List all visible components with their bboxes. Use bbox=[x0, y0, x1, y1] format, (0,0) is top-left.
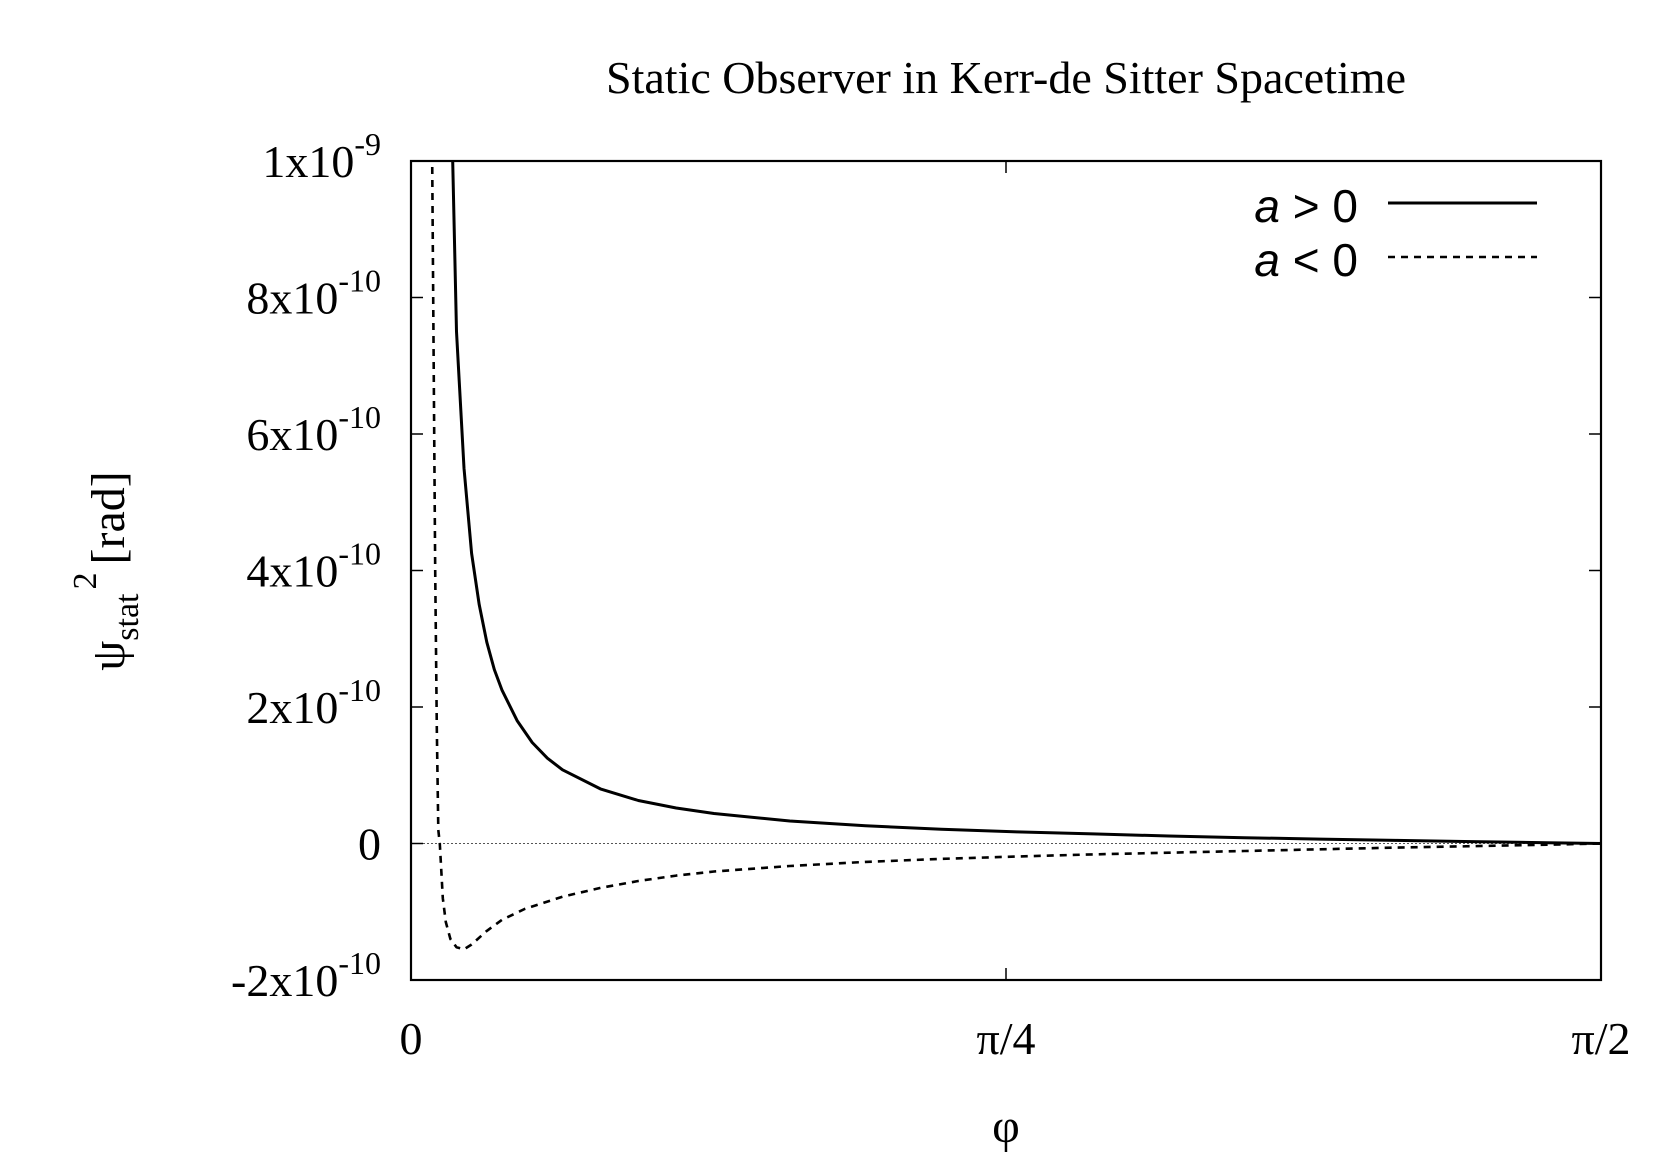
x-tick-label: π/4 bbox=[976, 1013, 1035, 1064]
x-axis-ticks: 0 π/4 π/2 bbox=[400, 161, 1631, 1064]
y-axis-ticks: 1x10-9 8x10-10 6x10-10 4x10-10 2x10-10 0 -2x10… bbox=[231, 126, 1601, 1006]
series-line bbox=[451, 161, 1601, 845]
y-tick-label: 2x10-10 bbox=[246, 672, 381, 733]
y-tick-label: 1x10-9 bbox=[262, 126, 381, 187]
y-axis-label-unit: [rad] bbox=[82, 471, 135, 564]
series-layer bbox=[430, 161, 1601, 951]
x-axis-label: φ bbox=[992, 1100, 1020, 1153]
svg-text:ψstat2[rad]: ψstat 2 [rad] bbox=[67, 471, 146, 671]
y-tick-label: 0 bbox=[358, 819, 381, 870]
legend-label-positive-a: a > 0 bbox=[1254, 180, 1358, 232]
y-axis-label: ψstat 2 [rad] bbox=[67, 471, 146, 671]
series-line bbox=[430, 161, 1601, 951]
legend-label-negative-a: a < 0 bbox=[1254, 234, 1358, 286]
y-tick-label: 8x10-10 bbox=[246, 263, 381, 324]
chart-title: Static Observer in Kerr-de Sitter Spacet… bbox=[606, 52, 1406, 103]
y-tick-label: 6x10-10 bbox=[246, 399, 381, 460]
y-tick-label: 4x10-10 bbox=[246, 536, 381, 597]
x-tick-label: π/2 bbox=[1571, 1013, 1630, 1064]
plot-area-frame bbox=[409, 159, 1603, 982]
series-negative-a bbox=[430, 161, 1601, 951]
y-axis-label-symbol: ψ bbox=[82, 641, 135, 671]
legend-entry-positive-a: a > 0 bbox=[1254, 180, 1537, 232]
legend-entry-negative-a: a < 0 bbox=[1254, 234, 1537, 286]
y-axis-label-superscript: 2 bbox=[67, 573, 104, 590]
series-positive-a bbox=[451, 161, 1601, 845]
y-tick-label: -2x10-10 bbox=[231, 945, 381, 1006]
y-axis-label-subscript: stat bbox=[109, 593, 146, 641]
x-tick-label: 0 bbox=[400, 1013, 423, 1064]
legend: a > 0 a < 0 bbox=[1254, 180, 1537, 286]
